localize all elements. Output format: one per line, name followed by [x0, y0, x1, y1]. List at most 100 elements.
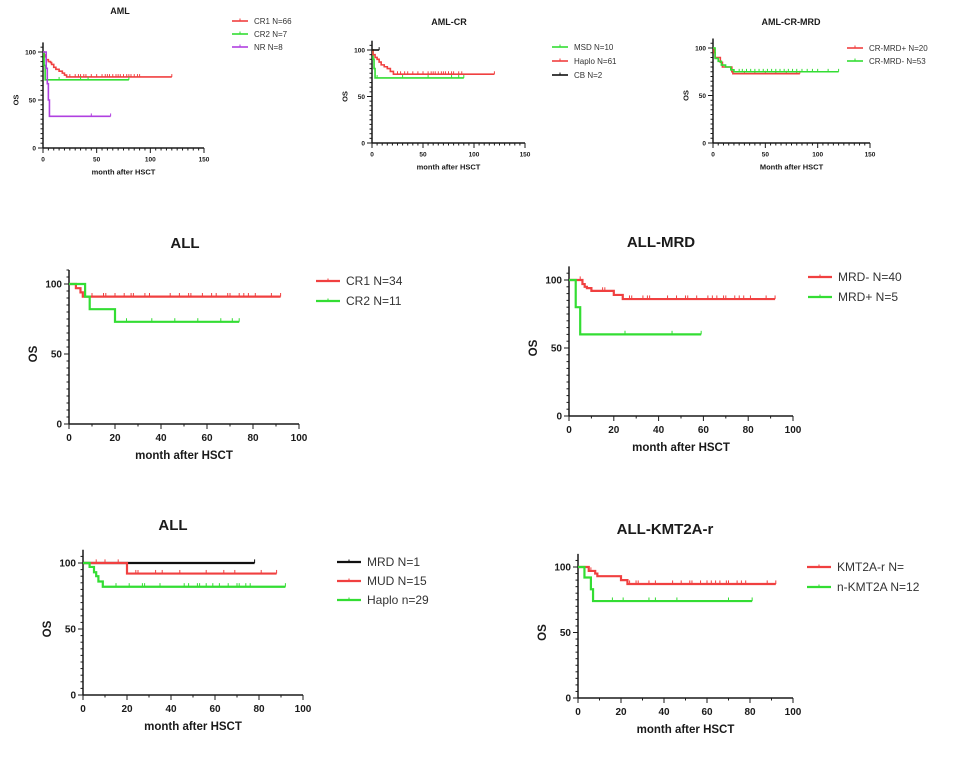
x-tick-label: 100	[812, 152, 823, 159]
km-curve-1	[569, 278, 702, 336]
legend-label: MRD- N=40	[838, 270, 902, 284]
km-curve-1	[69, 282, 240, 323]
x-tick-label: 40	[653, 425, 665, 436]
x-tick-label: 80	[253, 704, 265, 715]
y-axis-label: OS	[528, 339, 540, 356]
x-tick-label: 150	[865, 152, 876, 159]
x-axis-label: month after HSCT	[637, 724, 735, 736]
x-tick-label: 0	[566, 425, 572, 436]
km-curve-0	[578, 565, 776, 586]
legend-label: MRD N=1	[367, 555, 420, 569]
x-tick-label: 50	[419, 152, 427, 159]
y-tick-label: 50	[560, 628, 572, 639]
x-tick-label: 80	[743, 425, 755, 436]
y-tick-label: 50	[51, 350, 63, 361]
x-tick-label: 150	[199, 157, 210, 164]
y-tick-label: 0	[361, 140, 365, 147]
x-tick-label: 100	[295, 704, 312, 715]
legend-label: Haplo n=29	[367, 593, 429, 607]
y-tick-label: 100	[45, 280, 62, 291]
km-curve-1	[372, 49, 495, 75]
km-curve-0	[569, 278, 776, 301]
y-tick-label: 50	[65, 625, 77, 636]
chart-aml-cr-mrd: AML-CR-MRD 0 50 100 0 50 100 150 Month after HSC…	[682, 17, 929, 171]
y-axis-label: OS	[341, 91, 350, 102]
x-tick-label: 80	[247, 433, 259, 444]
km-curve-1	[578, 565, 753, 603]
y-tick-label: 50	[699, 93, 707, 100]
x-tick-label: 0	[370, 152, 374, 159]
legend-label: n-KMT2A N=12	[837, 580, 920, 594]
y-tick-label: 0	[56, 420, 62, 431]
km-curve-0	[43, 51, 172, 78]
x-tick-label: 0	[80, 704, 86, 715]
x-axis-label: month after HSCT	[92, 167, 156, 176]
legend-label: CR1 N=66	[254, 17, 292, 26]
y-tick-label: 0	[565, 694, 571, 705]
x-tick-label: 150	[520, 152, 531, 159]
x-tick-label: 40	[165, 704, 177, 715]
chart-title: ALL-MRD	[627, 234, 695, 251]
chart-aml-cr: AML-CR 0 50 100 0 50 100 150 month after HSCT OS M…	[341, 17, 617, 171]
y-tick-label: 0	[556, 412, 562, 423]
y-tick-label: 0	[32, 145, 36, 152]
legend-label: MSD N=10	[574, 43, 614, 52]
chart-all-mrd: ALL-MRD 0 50 100 0 20 40 60 80 100 month after HSC…	[528, 234, 902, 454]
chart-title: ALL	[170, 235, 199, 252]
x-tick-label: 100	[785, 707, 802, 718]
y-axis-label: OS	[42, 620, 54, 637]
x-tick-label: 60	[698, 425, 710, 436]
x-tick-label: 20	[608, 425, 620, 436]
legend-label: MUD N=15	[367, 574, 427, 588]
x-axis-label: Month after HSCT	[760, 162, 824, 171]
x-tick-label: 100	[785, 425, 802, 436]
x-tick-label: 0	[711, 152, 715, 159]
x-tick-label: 100	[291, 433, 308, 444]
x-tick-label: 60	[701, 707, 713, 718]
legend-label: CR-MRD+ N=20	[869, 44, 928, 53]
x-tick-label: 20	[615, 707, 627, 718]
y-axis-label: OS	[537, 624, 549, 641]
x-tick-label: 60	[209, 704, 221, 715]
x-tick-label: 100	[145, 157, 156, 164]
x-axis-label: month after HSCT	[632, 442, 730, 454]
legend-label: Haplo N=61	[574, 57, 617, 66]
x-tick-label: 80	[744, 707, 756, 718]
x-tick-label: 40	[658, 707, 670, 718]
x-axis-label: month after HSCT	[144, 721, 242, 733]
km-curve-2	[83, 561, 286, 588]
y-tick-label: 100	[59, 559, 76, 570]
chart-all-kmt2a: ALL-KMT2A-r 0 50 100 0 20 40 60 80 100 month after…	[537, 521, 920, 736]
chart-title: AML-CR-MRD	[762, 17, 821, 27]
x-tick-label: 0	[41, 157, 45, 164]
y-tick-label: 100	[695, 45, 706, 52]
y-tick-label: 100	[25, 49, 36, 56]
x-tick-label: 50	[93, 157, 101, 164]
x-tick-label: 20	[121, 704, 133, 715]
y-tick-label: 100	[554, 563, 571, 574]
legend-label: KMT2A-r N=	[837, 560, 904, 574]
legend-label: CR2 N=11	[346, 294, 402, 308]
legend-label: CR2 N=7	[254, 30, 288, 39]
legend-label: NR N=8	[254, 43, 283, 52]
chart-aml: AML 0 50 100 0 50 100 150 month after HSCT OS CR1 …	[12, 6, 292, 176]
x-tick-label: 0	[66, 433, 72, 444]
km-curve-1	[713, 47, 839, 73]
chart-title: AML-CR	[431, 17, 467, 27]
legend-label: CR1 N=34	[346, 274, 403, 288]
x-tick-label: 0	[575, 707, 581, 718]
y-tick-label: 50	[29, 97, 37, 104]
x-axis-label: month after HSCT	[135, 450, 233, 462]
y-axis-label: OS	[28, 345, 40, 362]
legend-label: CR-MRD- N=53	[869, 57, 926, 66]
km-curve-2	[43, 51, 111, 118]
chart-all-cr: ALL 0 50 100 0 20 40 60 80 100 month after HSCT OS C…	[28, 235, 403, 462]
chart-title: ALL-KMT2A-r	[617, 521, 714, 538]
chart-title: ALL	[158, 517, 187, 534]
x-tick-label: 40	[155, 433, 167, 444]
chart-all-donor: ALL 0 50 100 0 20 40 60 80 100 month after HSCT OS M…	[42, 517, 429, 733]
y-tick-label: 100	[545, 276, 562, 287]
legend-label: CB N=2	[574, 71, 603, 80]
x-tick-label: 60	[201, 433, 213, 444]
y-tick-label: 0	[702, 140, 706, 147]
